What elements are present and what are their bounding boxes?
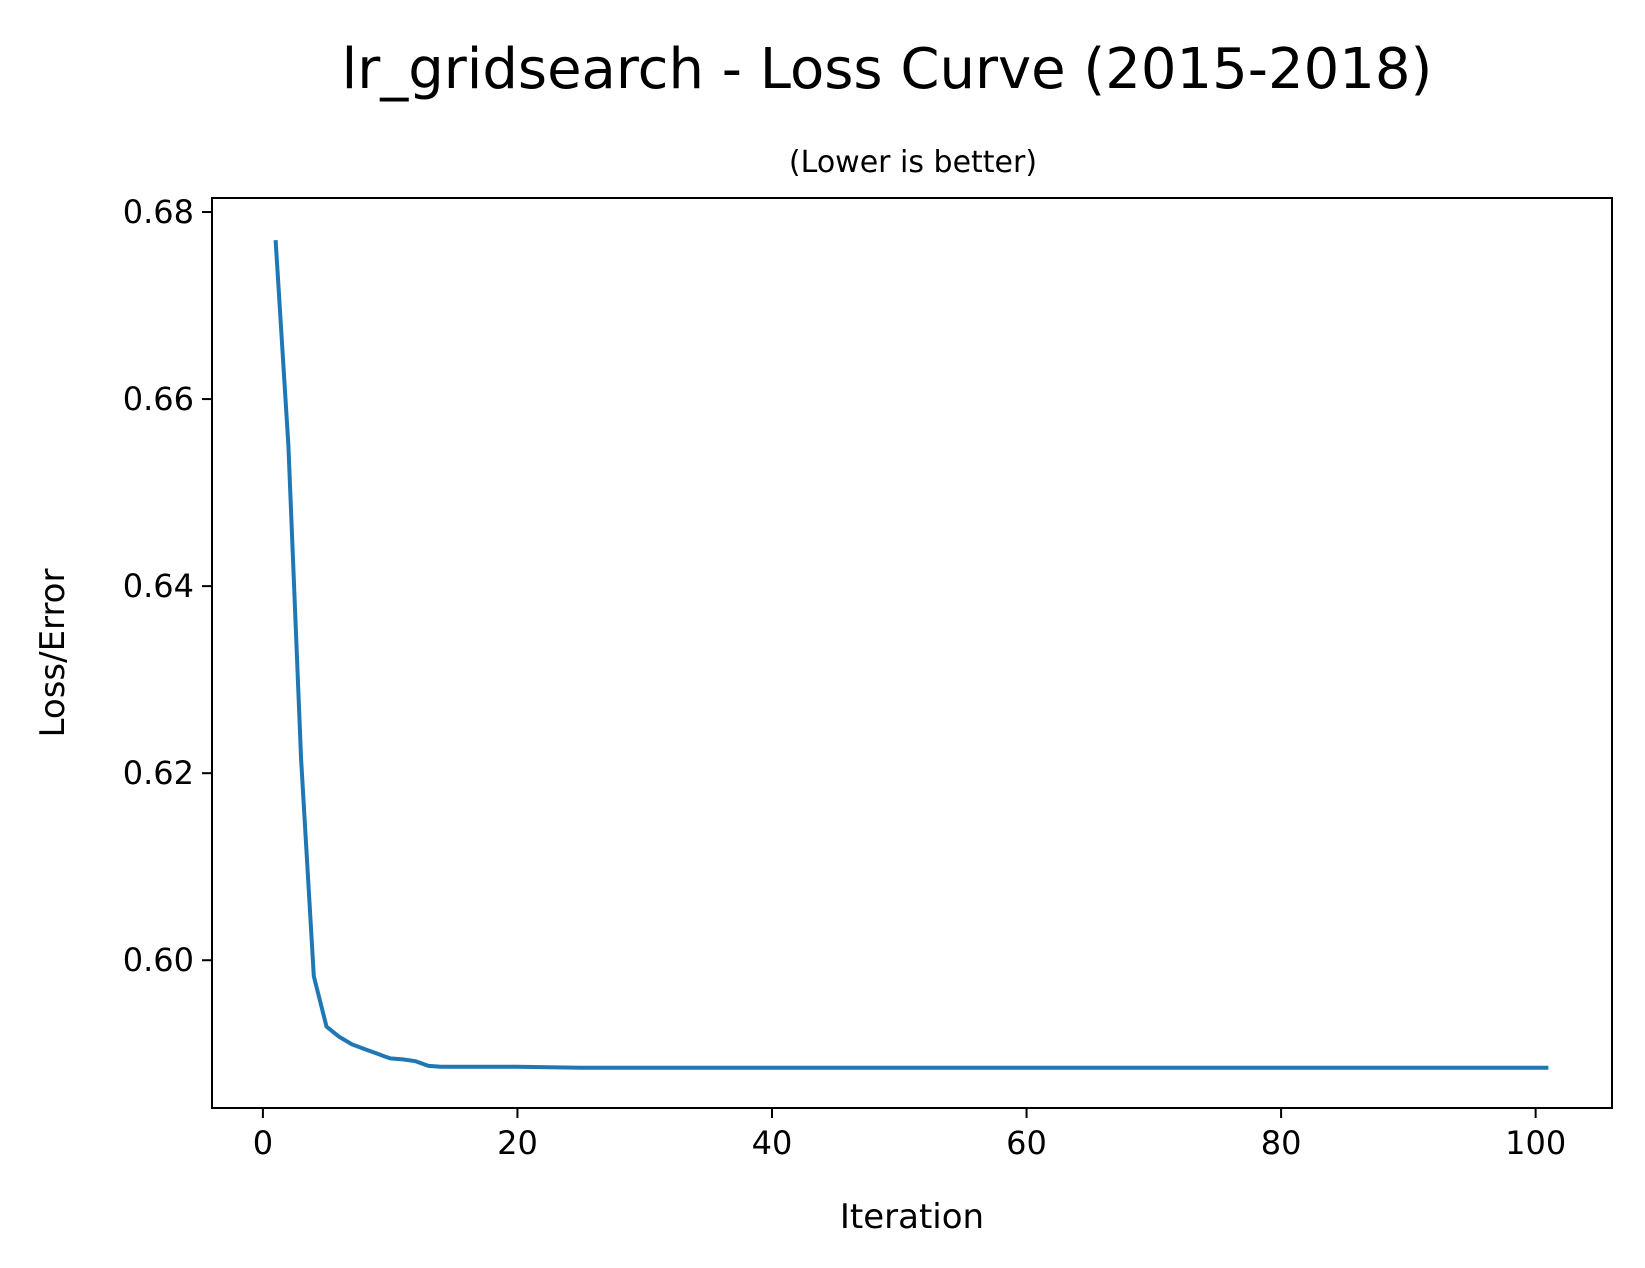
x-tick-label: 20 bbox=[497, 1124, 538, 1162]
x-tick-label: 60 bbox=[1006, 1124, 1047, 1162]
x-axis-ticks: 0 20 40 60 80 100 bbox=[253, 1108, 1566, 1162]
series-lines bbox=[273, 239, 1549, 1070]
y-axis-ticks: 0.60 0.62 0.64 0.66 0.68 bbox=[123, 193, 212, 979]
chart-subtitle: (Lower is better) bbox=[789, 145, 1037, 180]
x-tick-label: 40 bbox=[752, 1124, 793, 1162]
x-tick-label: 100 bbox=[1505, 1124, 1566, 1162]
y-tick-label: 0.64 bbox=[123, 567, 194, 605]
x-tick-label: 0 bbox=[253, 1124, 273, 1162]
y-tick-label: 0.66 bbox=[123, 380, 194, 418]
chart-title: lr_gridsearch - Loss Curve (2015-2018) bbox=[342, 37, 1433, 102]
y-axis-label: Loss/Error bbox=[33, 569, 73, 738]
y-tick-label: 0.60 bbox=[123, 941, 194, 979]
y-tick-label: 0.68 bbox=[123, 193, 194, 231]
x-axis-label: Iteration bbox=[840, 1197, 984, 1237]
x-tick-label: 80 bbox=[1261, 1124, 1302, 1162]
plot-area-frame bbox=[211, 197, 1613, 1109]
series-line bbox=[273, 239, 1549, 1070]
y-tick-label: 0.62 bbox=[123, 754, 194, 792]
